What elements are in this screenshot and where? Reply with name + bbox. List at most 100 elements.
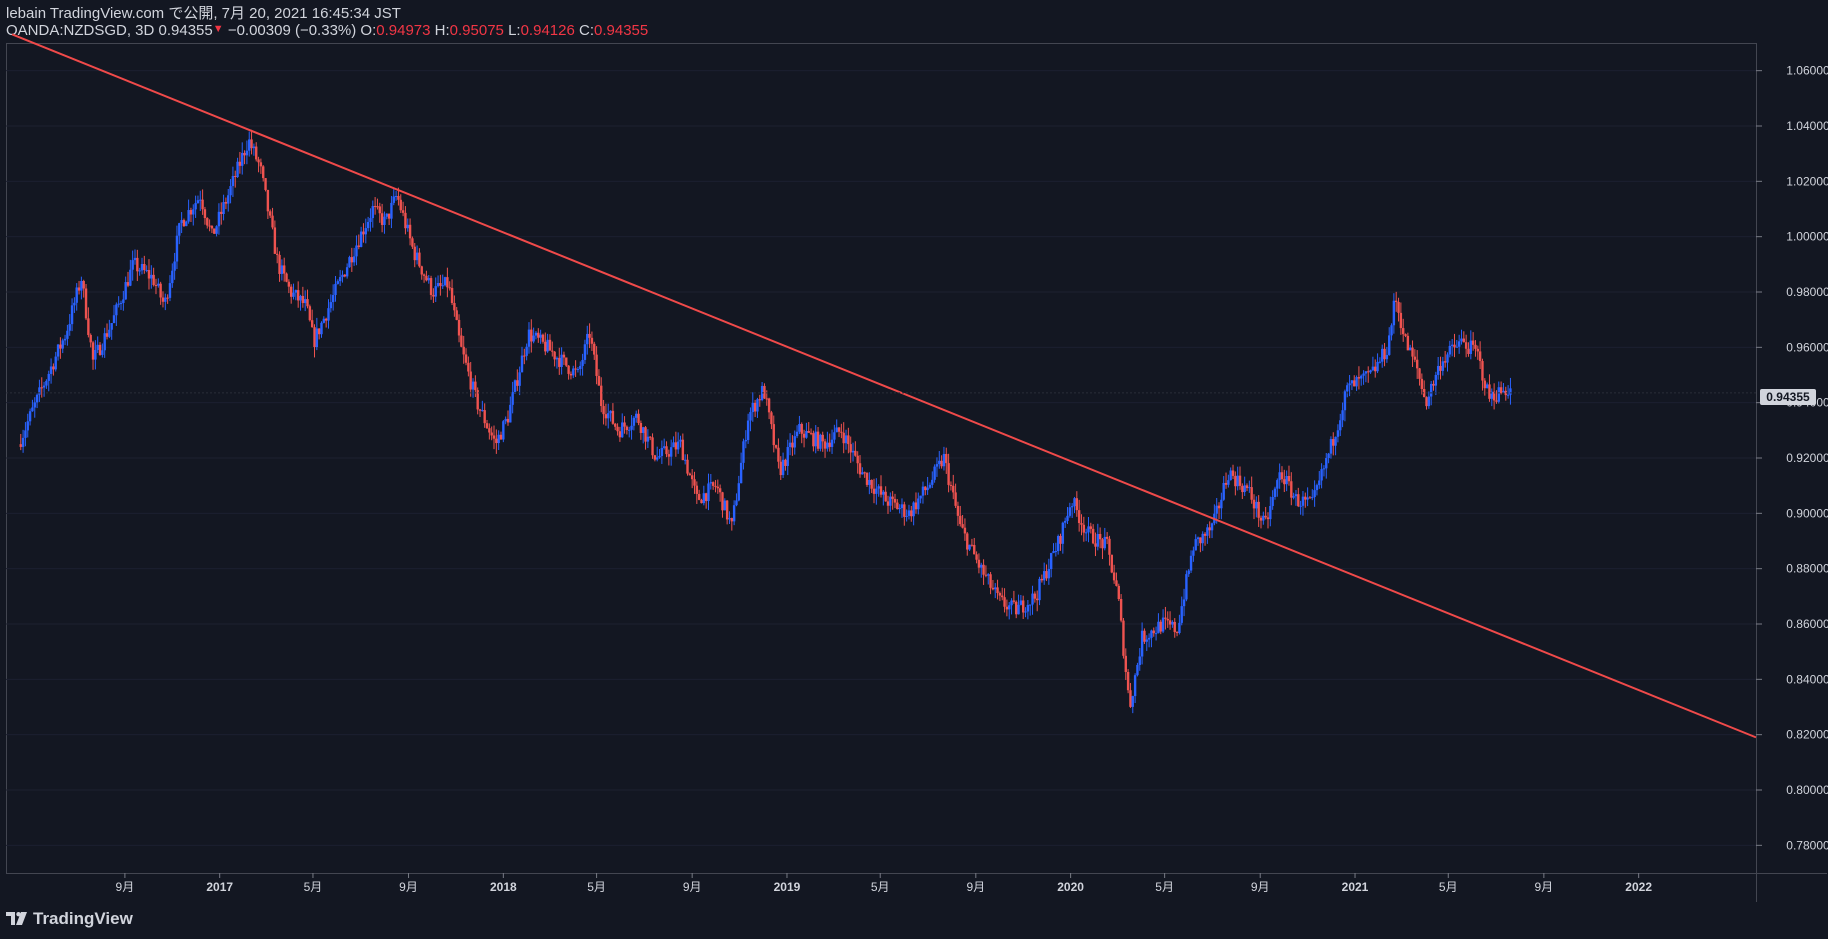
time-axis[interactable]: 9月 2017 5月 9月 2018 5月 9月 2019 5月 9月 2020 5月 9月 2021 5月… <box>116 873 1653 894</box>
candle-body <box>749 412 752 421</box>
candle-body <box>949 484 953 486</box>
candle-body <box>737 483 740 501</box>
candle-body <box>1420 378 1424 389</box>
candle-body <box>1175 632 1179 634</box>
candle-body <box>1497 387 1500 402</box>
candle-body <box>1348 383 1351 386</box>
candle-body <box>236 161 239 178</box>
candle-body <box>1194 539 1197 551</box>
candle-body <box>101 350 104 355</box>
candle-body <box>105 333 109 337</box>
candle-body <box>1259 517 1263 521</box>
candle-body <box>1462 338 1466 343</box>
candle-body <box>791 442 794 448</box>
candle-body <box>441 285 444 287</box>
candle-body <box>324 318 328 321</box>
candle-body <box>376 206 379 208</box>
tradingview-logo-icon <box>6 912 27 925</box>
candle-body <box>408 224 412 239</box>
time-tick-label: 9月 <box>399 880 418 894</box>
candle-body <box>1367 371 1370 373</box>
high-value: 0.95075 <box>449 22 504 39</box>
candle-body <box>849 444 852 453</box>
candle-body <box>1276 480 1279 489</box>
candle-body <box>863 472 866 474</box>
candle-body <box>450 287 454 304</box>
candle-body <box>194 203 197 210</box>
candle-body <box>1488 384 1491 399</box>
candle-body <box>457 319 461 336</box>
candle-body <box>387 213 391 219</box>
candle-body <box>383 216 386 225</box>
candle-body <box>1453 344 1456 348</box>
price-tick-label: 0.98000 <box>1786 285 1828 299</box>
candle-body <box>1063 520 1067 523</box>
candle-body <box>467 362 470 372</box>
candle-body <box>581 359 584 366</box>
candle-body <box>294 290 298 293</box>
candle-body <box>1131 696 1134 707</box>
footer-logo[interactable]: TradingView <box>6 908 133 930</box>
candle-body <box>1422 388 1426 398</box>
candle-body <box>511 391 514 405</box>
candle-body <box>224 202 228 204</box>
candle-body <box>273 227 277 254</box>
candle-body <box>667 454 671 457</box>
candle-body <box>1395 300 1398 302</box>
candle-body <box>1255 501 1258 509</box>
candle-body <box>35 394 39 403</box>
price-axis[interactable]: 1.06000 1.04000 1.02000 1.00000 0.98000 0.960… <box>1756 64 1828 853</box>
candle-body <box>1443 361 1447 363</box>
candle-body <box>586 333 589 345</box>
candle-body <box>1140 630 1144 657</box>
candle-body <box>1206 527 1209 536</box>
candle-body <box>628 429 631 431</box>
candle-body <box>185 221 188 227</box>
candle-body <box>1294 494 1298 497</box>
candle-body <box>362 231 365 235</box>
candle-body <box>21 437 25 447</box>
time-tick-label: 2022 <box>1625 880 1652 894</box>
candle-body <box>548 339 552 351</box>
candle-body <box>439 283 442 286</box>
candle-body <box>432 294 435 297</box>
candle-body <box>208 225 211 227</box>
candle-body <box>966 533 969 550</box>
candle-body <box>1390 325 1393 336</box>
candle-body <box>1077 510 1081 524</box>
trendline[interactable] <box>11 33 1757 739</box>
candle-body <box>1145 639 1148 642</box>
time-tick-label: 5月 <box>1439 880 1458 894</box>
candle-body <box>462 346 465 355</box>
candle-body <box>753 402 757 412</box>
candle-body <box>746 420 750 441</box>
candle-body <box>658 455 661 458</box>
candle-body <box>1350 380 1354 384</box>
candle-body <box>616 426 619 432</box>
candle-body <box>770 412 773 425</box>
candle-body <box>1504 390 1507 396</box>
candle-body <box>700 499 703 504</box>
candle-body <box>553 351 556 360</box>
candle-body <box>1388 335 1391 355</box>
candle-body <box>541 334 545 342</box>
candle-body <box>716 486 720 489</box>
candle-body <box>334 283 337 296</box>
candle-body <box>823 441 827 449</box>
candle-body <box>856 455 859 464</box>
candle-body <box>735 500 738 506</box>
price-tick-label: 0.82000 <box>1786 728 1828 742</box>
candle-body <box>1073 498 1076 507</box>
candle-body <box>828 442 831 447</box>
candle-body <box>611 410 615 424</box>
candle-body <box>977 559 981 568</box>
price-tick-label: 1.00000 <box>1786 230 1828 244</box>
candle-body <box>1457 341 1461 347</box>
candle-body <box>980 564 983 568</box>
candle-body <box>73 302 76 306</box>
symbol-label[interactable]: OANDA:NZDSGD, 3D 0.94355 <box>6 22 213 39</box>
candle-body <box>1376 361 1379 372</box>
candle-body <box>329 302 333 309</box>
candle-body <box>1432 383 1435 386</box>
